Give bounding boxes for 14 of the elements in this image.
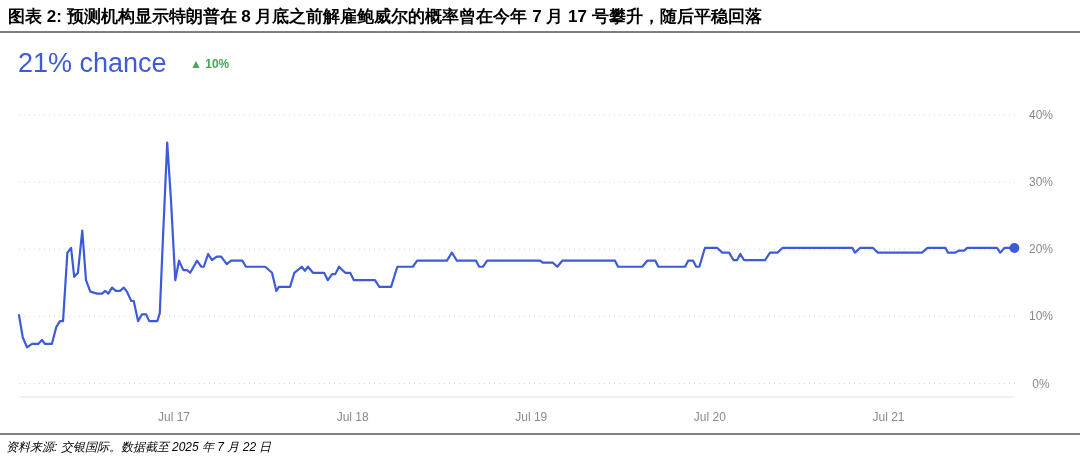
text: ▲ 10% (190, 57, 230, 71)
y-tick-label: 40% (1028, 108, 1054, 122)
y-tick-label: 10% (1028, 309, 1054, 324)
y-tick-label: 20% (1028, 242, 1054, 257)
x-tick-label: Jul 20 (693, 410, 727, 424)
x-tick-label: Jul 21 (872, 410, 905, 424)
x-tick-label: Jul 17 (158, 410, 191, 424)
y-tick-label: 30% (1028, 175, 1054, 190)
y-tick-label: 0% (1032, 376, 1050, 391)
text: 资料来源: 交银国际。数据截至 2025 年 7 月 22 日 (6, 440, 273, 454)
chart-title: 图表 2: 预测机构显示特朗普在 8 月底之前解雇鲍威尔的概率曾在今年 7 月 17 号攀升，随后平稳回落 (8, 6, 762, 26)
x-tick-label: Jul 19 (515, 410, 548, 424)
x-tick-label: Jul 18 (336, 410, 369, 424)
text: 21% chance (18, 48, 167, 78)
